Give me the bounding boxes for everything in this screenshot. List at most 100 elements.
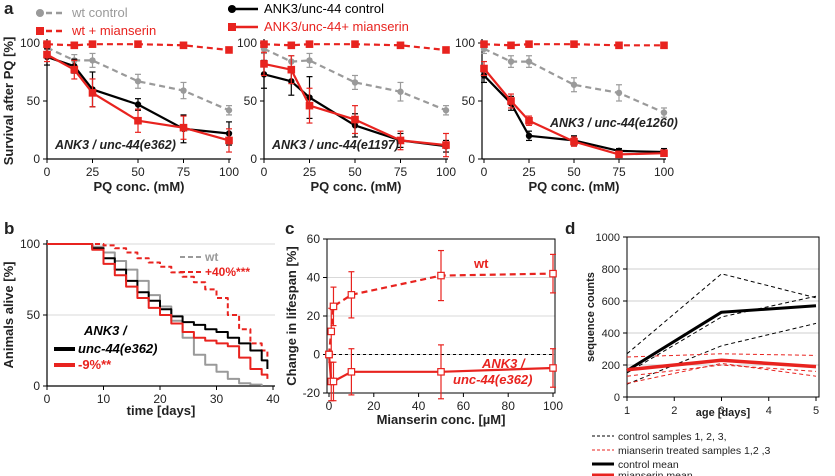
a1-x-tick-label-1: 25 — [86, 165, 100, 179]
a1-data-point — [43, 40, 51, 48]
a3-series-line-1 — [483, 43, 664, 47]
a2-series-line-3 — [263, 62, 447, 147]
c-x-axis-label: Mianserin conc. [µM] — [377, 412, 506, 427]
a3-data-point — [570, 81, 578, 88]
a3-x-tick-label-0: 0 — [481, 165, 488, 179]
b-series-line-3 — [47, 243, 269, 379]
c-label-unc44: unc-44(e362) — [453, 372, 532, 387]
a1-x-tick-label-2: 50 — [131, 165, 145, 179]
b-legend-label-ank3: ANK3 / — [83, 323, 128, 338]
a1-series-line-3 — [46, 53, 230, 142]
c-y-axis-label: Change in lifespan [%] — [284, 246, 299, 385]
a2-data-point — [305, 101, 314, 110]
d-y-axis-label: sequence counts — [585, 272, 597, 362]
d-plot-frame — [626, 236, 820, 398]
a3-x-tick-label-1: 25 — [522, 165, 536, 179]
a2-x-tick-label-0: 0 — [261, 165, 268, 179]
a3-strain-annotation: ANK3 / unc-44(e1260) — [549, 116, 678, 130]
d-series-line-7 — [626, 358, 817, 372]
legend-item-ank3-control: ANK3/unc-44 control — [228, 1, 384, 16]
a2-y-tick-label-0: 0 — [250, 152, 257, 166]
a3-x-tick-label-4: 100 — [654, 165, 674, 179]
d-x-axis-label: age [days] — [696, 407, 751, 419]
b-x-tick-label-3: 30 — [210, 392, 224, 406]
d-y-tick-label-0: 0 — [614, 392, 620, 404]
d-series-line-1 — [626, 295, 817, 374]
a1-data-point — [88, 40, 97, 48]
panel-letter-a: a — [4, 0, 14, 18]
c-y-tick-label-3: 40 — [307, 271, 321, 285]
a2-data-point — [442, 141, 450, 149]
a3-data-point — [525, 132, 533, 139]
d-x-tick-label-2: 3 — [718, 405, 724, 417]
c-x-tick-label-1: 20 — [367, 399, 381, 413]
d-legend-label-0: control samples 1, 2, 3, — [618, 431, 727, 443]
legend-a: wt control wt + mianserin ANK3/unc-44 co… — [36, 1, 409, 38]
d-legend-label-1: mianserin treated samples 1,2 ,3 — [618, 445, 770, 457]
d-y-tick-label-1: 200 — [602, 360, 620, 372]
a2-data-point — [287, 41, 296, 50]
d-x-tick-label-4: 5 — [813, 405, 819, 417]
a2-data-point — [260, 60, 268, 68]
a1-series-line-1 — [46, 43, 230, 52]
a3-data-point — [660, 109, 668, 116]
a1-x-tick-label-4: 100 — [219, 165, 239, 179]
legend-item-ank3-mianserin: ANK3/unc-44+ mianserin — [228, 19, 409, 34]
a2-data-point — [397, 88, 404, 95]
d-y-tick-label-3: 600 — [602, 296, 620, 308]
legend-label-wt-mianserin: wt + mianserin — [71, 23, 156, 38]
legend-label-ank3-mianserin: ANK3/unc-44+ mianserin — [264, 19, 409, 34]
a1-y-axis-label: Survival after PQ [%] — [1, 37, 16, 166]
c-data-point — [329, 377, 338, 386]
d-x-tick-label-0: 1 — [624, 405, 630, 417]
a2-y-tick-label-2: 100 — [237, 36, 257, 50]
d-y-tick-label-4: 800 — [602, 264, 620, 276]
c-y-tick-label-4: 60 — [307, 232, 321, 246]
b-x-tick-label-4: 40 — [266, 392, 280, 406]
b-series-line-1 — [47, 243, 269, 358]
c-y-tick-label-2: 20 — [307, 309, 321, 323]
a3-series-line-0 — [483, 47, 665, 114]
b-legend-label-minus9: -9%** — [78, 357, 112, 372]
d-series-line-4 — [626, 364, 817, 377]
c-x-tick-label-3: 60 — [457, 399, 471, 413]
a3-data-point — [480, 64, 488, 73]
a3-x-tick-label-2: 50 — [567, 165, 581, 179]
a3-data-point — [507, 58, 515, 65]
c-label-ank3: ANK3 / — [481, 356, 526, 371]
a1-data-point — [180, 87, 187, 94]
d-series-line-6 — [626, 304, 817, 372]
a3-data-point — [570, 137, 578, 146]
d-x-tick-label-1: 2 — [671, 405, 677, 417]
b-y-tick-label-0: 0 — [33, 379, 40, 393]
b-legend-label-plus40: +40%*** — [205, 265, 250, 279]
a3-y-tick-label-2: 100 — [455, 36, 475, 50]
legend-item-wt-control: wt control — [36, 5, 128, 20]
a1-data-point — [225, 107, 233, 114]
a1-data-point — [134, 78, 142, 85]
d-x-tick-label-3: 4 — [766, 405, 772, 417]
c-x-tick-label-5: 100 — [543, 399, 563, 413]
c-y-tick-label-0: -20 — [303, 386, 321, 400]
legend-item-wt-mianserin: wt + mianserin — [36, 23, 156, 38]
a1-data-point — [70, 41, 79, 50]
a1-data-point — [179, 41, 188, 50]
a2-data-point — [396, 41, 405, 50]
a2-data-point — [351, 79, 359, 86]
c-data-point — [327, 327, 336, 336]
b-y-axis-label: Animals alive [%] — [1, 262, 16, 369]
a2-series-line-0 — [263, 47, 447, 112]
a3-data-point — [570, 40, 578, 48]
a1-strain-annotation: ANK3 / unc-44(e362) — [54, 138, 176, 152]
a2-data-point — [287, 65, 296, 74]
a2-series-line-1 — [263, 43, 447, 52]
panel-letter-b: b — [4, 219, 14, 238]
d-y-tick-label-2: 400 — [602, 328, 620, 340]
a2-data-point — [442, 46, 450, 54]
a1-data-point — [134, 101, 142, 108]
c-data-point — [437, 368, 445, 376]
a3-data-point — [507, 97, 515, 105]
a3-y-tick-label-1: 50 — [462, 94, 476, 108]
a1-data-point — [225, 136, 233, 145]
